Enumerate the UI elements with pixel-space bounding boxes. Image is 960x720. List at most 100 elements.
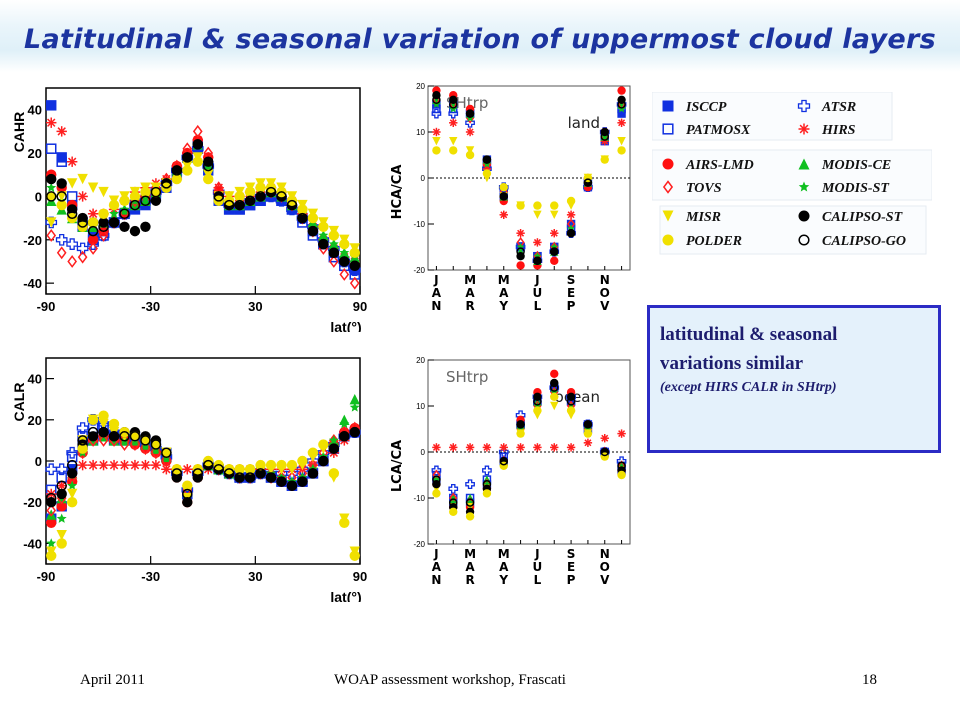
data-point — [431, 465, 442, 476]
series-11 — [45, 426, 361, 504]
data-point — [119, 208, 130, 220]
data-point — [129, 225, 141, 237]
data-point — [98, 418, 109, 430]
data-point — [498, 447, 509, 457]
y-tick-label: -20 — [413, 266, 425, 275]
data-point — [45, 463, 58, 476]
data-point — [286, 459, 298, 471]
data-point — [339, 256, 350, 267]
data-point — [98, 426, 109, 438]
data-point — [482, 489, 492, 498]
data-point — [77, 191, 88, 202]
data-point — [56, 246, 67, 260]
data-point — [223, 199, 235, 211]
data-point — [244, 195, 256, 206]
data-point — [161, 447, 172, 458]
data-point — [432, 137, 441, 146]
data-point — [550, 256, 559, 265]
data-point — [307, 468, 319, 479]
data-point — [87, 414, 99, 425]
y-tick-label: 40 — [28, 372, 42, 387]
data-point — [550, 229, 559, 238]
data-point — [77, 459, 88, 471]
data-point — [449, 137, 458, 146]
data-point — [318, 238, 329, 250]
data-point — [244, 472, 256, 483]
data-point — [223, 468, 235, 479]
data-point — [583, 420, 593, 429]
data-point — [516, 229, 525, 238]
data-point — [87, 217, 99, 228]
x-tick-label: -90 — [37, 299, 56, 314]
legend-marker — [797, 99, 811, 113]
legend-marker — [662, 234, 674, 246]
data-point — [339, 517, 350, 528]
data-point — [449, 507, 458, 516]
data-point — [297, 204, 308, 215]
data-point — [45, 143, 57, 154]
data-point — [244, 472, 256, 483]
y-axis-label: HCA/CA — [390, 165, 405, 220]
legend-label: MISR — [685, 210, 721, 225]
data-point — [339, 418, 350, 429]
legend-label: MODIS-ST — [821, 181, 890, 196]
legend-item: MISR — [662, 210, 721, 225]
data-point — [617, 137, 626, 146]
legend-marker — [662, 180, 674, 194]
data-point — [297, 212, 308, 224]
data-point — [465, 512, 475, 521]
legend-marker — [662, 123, 674, 135]
data-point — [108, 199, 120, 211]
data-point — [499, 443, 508, 452]
data-point — [140, 195, 151, 207]
data-point — [432, 489, 441, 498]
y-tick-label: 0 — [421, 448, 426, 457]
data-point — [56, 529, 67, 541]
x-tick-label: -90 — [37, 569, 56, 584]
data-point — [550, 247, 559, 256]
data-point — [77, 435, 88, 446]
series-11 — [432, 383, 626, 507]
data-point — [550, 443, 559, 452]
data-point — [182, 165, 193, 176]
surface-annotation: land — [568, 114, 600, 132]
x-tick-label: 30 — [248, 569, 262, 584]
data-point — [318, 455, 329, 467]
data-point — [566, 228, 576, 238]
data-point — [566, 196, 576, 206]
data-point — [87, 459, 99, 471]
data-point — [499, 192, 508, 201]
x-axis-label: lat(°) — [330, 319, 361, 332]
data-point — [432, 127, 441, 137]
data-point — [87, 208, 99, 219]
data-point — [255, 191, 266, 202]
data-point — [265, 459, 277, 471]
y-tick-label: 10 — [416, 402, 425, 411]
y-tick-label: -40 — [23, 276, 42, 291]
data-point — [56, 501, 67, 512]
legend-marker — [798, 210, 810, 222]
data-point — [192, 139, 203, 150]
data-point — [349, 394, 360, 405]
data-point — [533, 238, 542, 247]
legend-label: MODIS-CE — [821, 158, 891, 173]
data-point — [192, 156, 203, 167]
data-point — [119, 221, 130, 232]
data-point — [244, 195, 256, 207]
note-line-1: latitudinal & seasonal — [660, 324, 838, 345]
data-point — [182, 464, 193, 475]
data-point — [234, 472, 245, 483]
data-point — [600, 434, 609, 443]
data-point — [297, 476, 308, 487]
data-points — [45, 394, 361, 561]
data-point — [56, 191, 67, 202]
y-tick-label: 0 — [421, 174, 426, 183]
data-point — [182, 488, 193, 500]
data-point — [234, 199, 245, 211]
legend-block — [652, 149, 932, 201]
